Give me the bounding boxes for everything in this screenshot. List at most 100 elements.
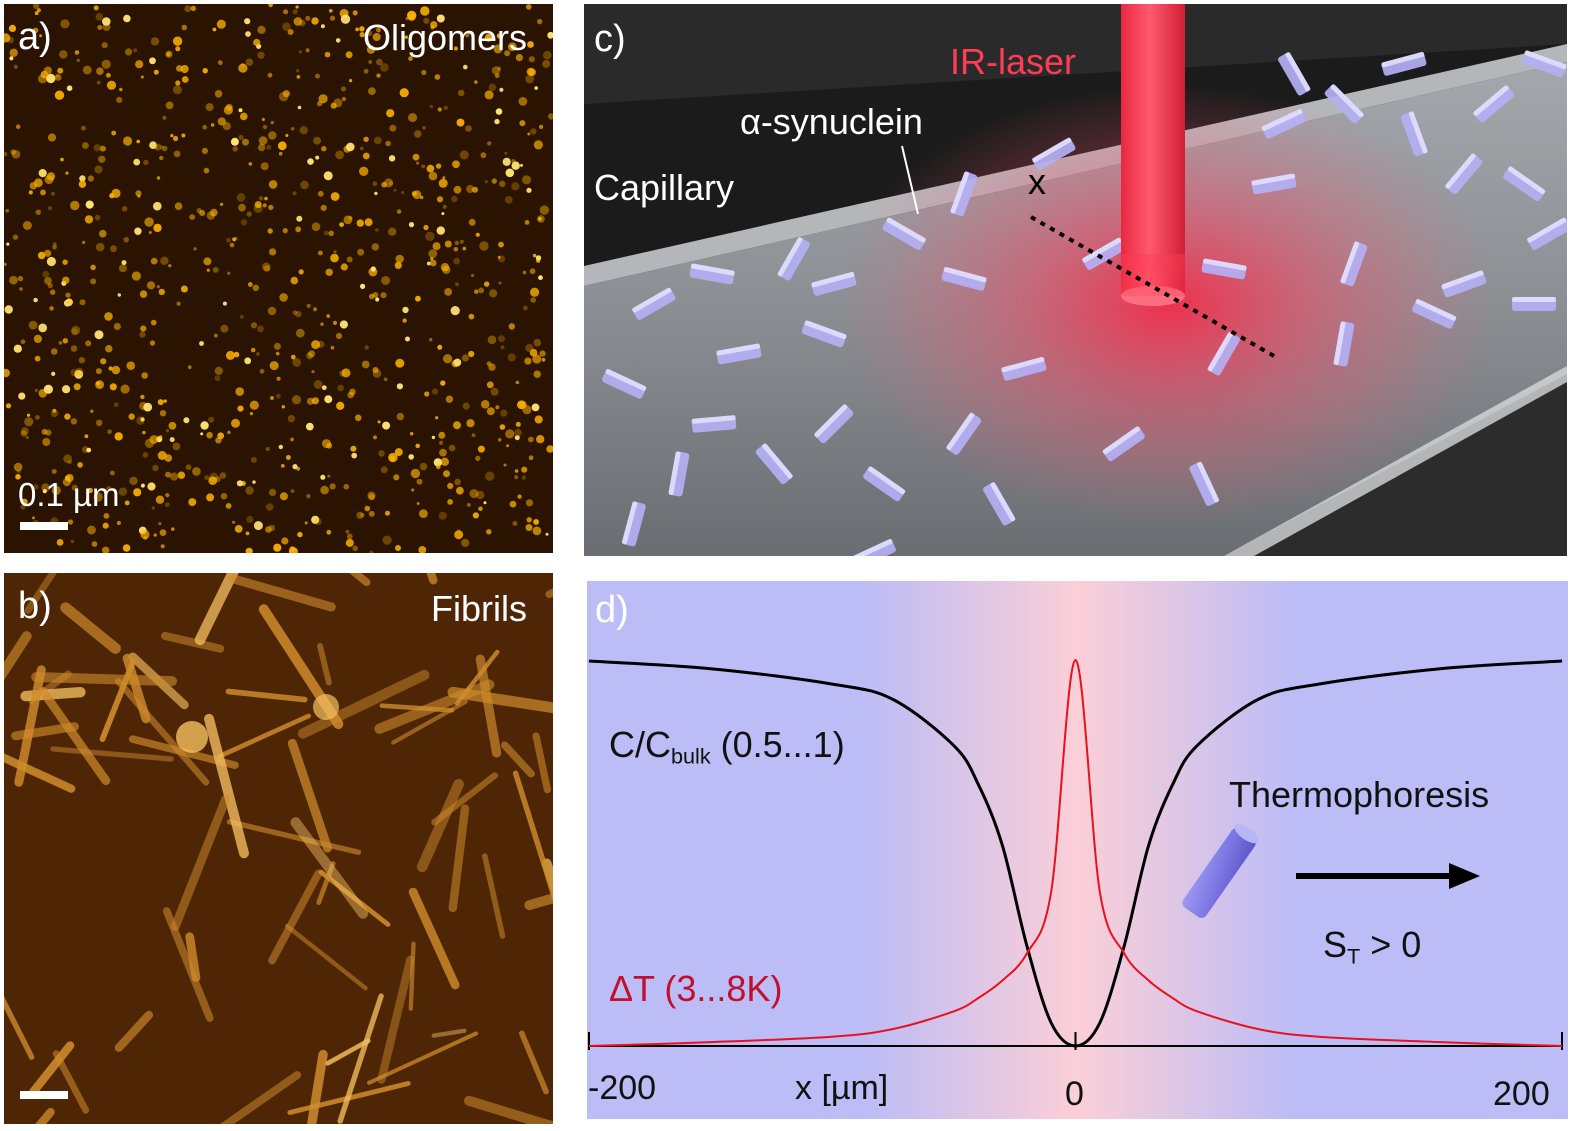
oligomer-particle <box>266 144 272 150</box>
oligomer-particle <box>295 68 300 73</box>
oligomer-particle <box>311 370 315 374</box>
oligomer-particle <box>383 377 388 382</box>
oligomer-particle <box>530 297 537 303</box>
oligomer-particle <box>318 250 323 256</box>
oligomer-particle <box>423 224 429 231</box>
oligomer-particle <box>367 491 376 500</box>
oligomer-particle <box>59 50 68 59</box>
oligomer-particle <box>480 152 487 159</box>
oligomer-particle <box>208 476 217 486</box>
alpha-synuclein-rod <box>689 263 735 285</box>
fibril-strand <box>408 941 416 1011</box>
oligomer-particle <box>133 488 142 497</box>
oligomer-particle <box>311 340 321 350</box>
oligomer-particle <box>166 52 171 57</box>
oligomer-particle <box>111 188 121 198</box>
oligomer-particle <box>102 17 111 26</box>
oligomer-particles <box>4 4 553 553</box>
oligomer-particle <box>283 9 289 15</box>
oligomer-particle <box>173 135 179 142</box>
alpha-synuclein-rod <box>1189 461 1219 506</box>
oligomer-particle <box>160 256 169 265</box>
oligomer-particle <box>52 242 57 247</box>
oligomer-particle <box>225 350 235 360</box>
panel-d-profile-chart: d) C/Cbulk (0.5...1) ΔT (3...8K) Thermop… <box>587 581 1568 1119</box>
oligomer-particle <box>453 257 460 265</box>
oligomer-particle <box>245 547 253 553</box>
oligomer-particle <box>500 345 505 350</box>
oligomer-particle <box>292 464 298 470</box>
oligomer-particle <box>113 402 119 407</box>
oligomer-particle <box>534 86 538 90</box>
fibril-strand <box>4 996 35 1060</box>
oligomer-particle <box>253 203 263 213</box>
oligomer-particle <box>37 251 46 260</box>
oligomer-particle <box>439 440 444 445</box>
oligomer-particle <box>22 221 32 230</box>
oligomer-particle <box>172 36 183 46</box>
oligomer-particle <box>244 357 252 365</box>
oligomer-particle <box>20 430 28 437</box>
oligomer-particle <box>411 488 415 492</box>
concentration-curve <box>588 659 1563 1048</box>
oligomer-particle <box>216 19 226 29</box>
oligomer-particle <box>142 452 149 458</box>
oligomer-particle <box>326 529 332 535</box>
x-tick-label-min: -200 <box>588 1069 657 1107</box>
oligomer-particle <box>494 73 500 79</box>
oligomer-particle <box>123 237 129 243</box>
oligomer-particle <box>363 136 369 142</box>
oligomer-particle <box>528 436 534 443</box>
oligomer-particle <box>158 288 165 296</box>
oligomer-particle <box>419 462 428 471</box>
oligomer-particle <box>504 195 513 204</box>
oligomer-particle <box>246 211 252 217</box>
oligomer-particle <box>245 531 250 536</box>
oligomer-particle <box>150 37 160 46</box>
oligomer-particle <box>159 145 164 150</box>
oligomer-particle <box>416 161 420 165</box>
oligomer-particle <box>454 530 464 540</box>
oligomer-particle <box>371 243 379 251</box>
oligomer-particle <box>305 48 310 53</box>
oligomer-particle <box>93 144 102 152</box>
fibril-strand <box>426 573 438 585</box>
oligomer-particle <box>149 57 156 65</box>
oligomer-particle <box>443 470 450 478</box>
capillary-back-wall <box>584 4 1567 104</box>
fibril-strand <box>416 778 464 873</box>
oligomer-particle <box>527 132 531 136</box>
oligomer-particle <box>242 138 249 146</box>
oligomer-particle <box>200 432 204 436</box>
oligomer-particle <box>509 500 517 508</box>
oligomer-particle <box>120 384 130 394</box>
panel-a-scale-label: 0.1 µm <box>18 476 120 513</box>
panel-a-title: Oligomers <box>362 17 527 58</box>
oligomer-particle <box>357 248 365 256</box>
oligomer-particle <box>114 432 123 441</box>
oligomer-particle <box>144 217 154 227</box>
oligomer-particle <box>232 237 237 242</box>
fibril-strand <box>4 753 76 793</box>
oligomer-particle <box>285 134 289 137</box>
oligomer-particle <box>337 384 345 392</box>
oligomer-particle <box>110 470 115 476</box>
oligomer-particle <box>346 142 355 152</box>
oligomer-particle <box>206 431 213 439</box>
oligomer-particle <box>430 25 435 30</box>
oligomer-particle <box>414 130 422 138</box>
fibril-strand <box>185 932 201 982</box>
fibril-strand <box>316 861 336 906</box>
fibril-cluster <box>313 694 339 720</box>
oligomer-particle <box>435 163 442 169</box>
oligomer-particle <box>4 33 11 43</box>
alpha-synuclein-rod <box>621 501 646 547</box>
oligomer-particle <box>139 290 148 298</box>
x-tick-label-zero: 0 <box>1065 1075 1084 1113</box>
oligomer-particle <box>40 189 46 196</box>
alpha-synuclein-rod <box>950 171 978 217</box>
oligomer-particle <box>292 358 302 367</box>
oligomer-particle <box>423 17 430 24</box>
oligomer-particle <box>322 439 331 449</box>
oligomer-particle <box>131 271 141 281</box>
